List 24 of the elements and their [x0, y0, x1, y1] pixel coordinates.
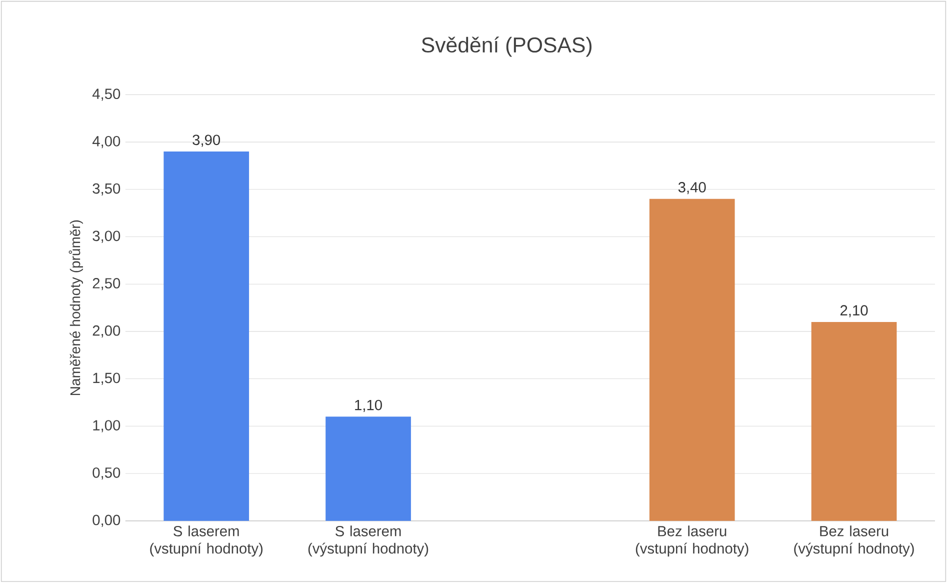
data-label: 3,40 — [678, 182, 706, 194]
y-tick-label: 2,50 — [92, 278, 120, 290]
y-tick-label: 3,50 — [92, 183, 120, 196]
y-axis-title: Naměřené hodnoty (průměr) — [68, 220, 83, 396]
y-tick-label: 4,00 — [92, 136, 120, 148]
y-tick-label: 2,00 — [92, 325, 120, 338]
data-label: 3,90 — [192, 134, 220, 147]
x-tick-label: Bez laseru (výstupní hodnoty) — [794, 526, 914, 557]
y-tick-label: 1,00 — [93, 420, 120, 432]
x-tick-label: S laserem (vstupní hodnoty) — [150, 526, 263, 557]
x-tick-label: S laserem (výstupní hodnoty) — [308, 526, 428, 557]
bar — [649, 198, 735, 521]
bar — [811, 322, 897, 521]
chart-title: Svědění (POSAS) — [422, 36, 592, 57]
bar — [326, 416, 411, 521]
x-tick-label: Bez laseru (vstupní hodnoty) — [636, 526, 748, 557]
data-label: 2,10 — [840, 305, 868, 318]
y-tick-label: 0,00 — [92, 514, 120, 527]
y-tick-label: 1,50 — [93, 372, 120, 385]
y-tick-label: 3,00 — [92, 230, 120, 243]
data-label: 1,10 — [355, 400, 382, 412]
y-tick-label: 0,50 — [92, 468, 120, 480]
y-tick-label: 4,50 — [92, 88, 120, 101]
bar — [164, 152, 250, 521]
